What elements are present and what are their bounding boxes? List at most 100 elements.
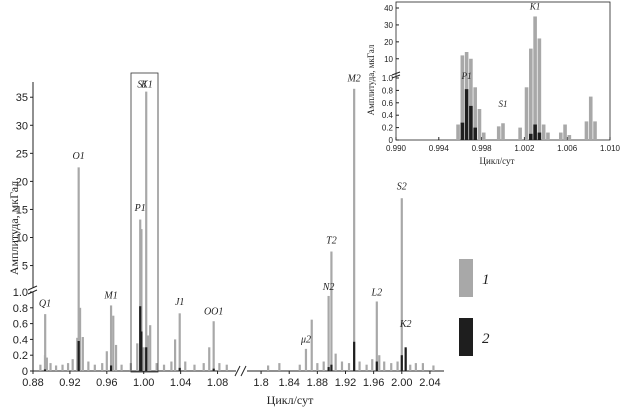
inset-bar-series-1 (496, 126, 501, 140)
bar-series-2 (400, 355, 403, 371)
x-tick-label: 0.96 (96, 377, 117, 389)
wave-label: S2 (397, 182, 407, 193)
wave-label: M1 (103, 290, 117, 301)
x-tick-label: 0.88 (22, 377, 43, 389)
wave-label: μ2 (300, 335, 311, 346)
bar-series-1 (155, 363, 158, 371)
wave-label: M2 (346, 73, 360, 84)
inset-bar-series-1 (518, 127, 522, 140)
inset-y-tick-label: 40 (384, 4, 393, 13)
bar-series-2 (178, 367, 181, 371)
bar-series-1 (120, 364, 123, 371)
inset-y-break-mark (391, 74, 401, 79)
x-axis-break-mark (240, 365, 247, 377)
bar-series-1 (87, 361, 90, 371)
inset-bar-series-1 (473, 87, 477, 140)
y-tick-label: 15 (16, 204, 28, 216)
x-axis-label: Цикл/сут (267, 393, 314, 407)
bar-series-1 (375, 301, 378, 371)
inset-bar-series-2 (464, 89, 469, 140)
bar-series-2 (330, 364, 333, 371)
inset-bar-series-1 (563, 124, 567, 140)
bar-series-1 (61, 364, 64, 371)
y-tick-label: 35 (16, 92, 28, 104)
inset-bar-series-1 (533, 16, 537, 140)
inset-bar-series-2 (469, 105, 473, 140)
inset-frame (395, 1, 611, 141)
inset-bar-series-1 (477, 109, 482, 140)
legend-swatch-1 (459, 259, 473, 297)
bar-series-1 (383, 361, 386, 371)
inset-bar-series-1 (593, 121, 597, 140)
bar-series-1 (421, 363, 424, 371)
inset-wave-labels: P1 S1 K1 (461, 1, 541, 109)
inset-bar-series-1 (537, 38, 542, 140)
x-tick-label: 1.08 (207, 377, 228, 389)
inset-bar-series-1 (567, 135, 572, 140)
wave-label: N2 (322, 282, 335, 293)
inset-bar-series-1 (558, 132, 563, 140)
bar-series-1 (396, 361, 399, 371)
wave-label: L2 (371, 287, 383, 298)
x-tick-label: 1.04 (170, 377, 191, 389)
wave-label: S1 (137, 79, 147, 90)
bar-series-1 (358, 361, 361, 371)
y-axis-break-mark (27, 285, 38, 291)
x-tick-label: 1.88 (307, 377, 328, 389)
bar-series-1 (202, 363, 205, 371)
bar-series-2 (404, 347, 407, 371)
y-axis-label: Амплитуда, мкГал (7, 181, 21, 275)
inset-y-tick-label: 30 (384, 21, 393, 30)
inset-bar-series-1 (469, 58, 473, 141)
inset-y-tick-label: 0.4 (382, 111, 394, 120)
y-tick-label: 0.2 (13, 350, 28, 362)
inset-bar-series-1 (456, 124, 460, 140)
bar-series-2 (139, 306, 142, 371)
main-axes: 0 0.2 0.4 0.6 0.8 1.0 5 10 15 20 25 30 35 0.88 0.92 0.9… (13, 82, 444, 389)
x-tick-label: 0.92 (59, 377, 80, 389)
x-tick-label: 1.00 (133, 377, 154, 389)
y-tick-label: 20 (16, 176, 28, 188)
bar-series-1 (174, 339, 177, 371)
bar-series-2 (145, 347, 148, 371)
wave-label: T2 (326, 235, 337, 246)
wave-label: OO1 (204, 306, 223, 317)
bar-series-1 (432, 365, 435, 371)
bar-series-2 (375, 361, 378, 371)
inset-bar-series-1 (481, 132, 486, 140)
bar-series-1 (145, 91, 148, 371)
bar-series-1 (142, 347, 145, 371)
inset-x-tick-label: 0.994 (429, 144, 450, 153)
bar-series-1 (44, 314, 47, 371)
inset-bar-series-1 (460, 55, 465, 141)
y-tick-label: 0.6 (13, 319, 28, 331)
bar-series-1 (178, 313, 181, 371)
inset-series-2-bars (460, 89, 542, 140)
bar-series-1 (330, 251, 333, 371)
legend-label-2: 2 (482, 331, 490, 347)
inset-bar-series-2 (460, 122, 465, 140)
y-tick-label: 30 (16, 120, 28, 132)
y-tick-label: 0.8 (13, 303, 28, 315)
bar-series-1 (208, 347, 211, 371)
inset-bar-series-1 (501, 123, 505, 140)
inset-bar-series-1 (584, 121, 589, 140)
wave-label: K2 (399, 319, 412, 330)
bar-series-1 (77, 167, 80, 371)
inset-wave-label: K1 (529, 1, 541, 11)
wave-label: Q1 (39, 298, 51, 309)
x-tick-label: 2.04 (419, 377, 440, 389)
bar-series-1 (54, 365, 58, 371)
bar-series-1 (146, 335, 149, 371)
bar-series-1 (184, 361, 187, 371)
y-tick-label: 1.0 (13, 287, 28, 299)
inset-x-tick-label: 0.990 (386, 144, 407, 153)
inset-bar-series-2 (537, 132, 542, 140)
x-tick-label: 1.8 (253, 377, 268, 389)
bar-series-1 (400, 198, 403, 371)
bar-series-1 (71, 359, 74, 371)
bar-series-1 (340, 361, 344, 371)
